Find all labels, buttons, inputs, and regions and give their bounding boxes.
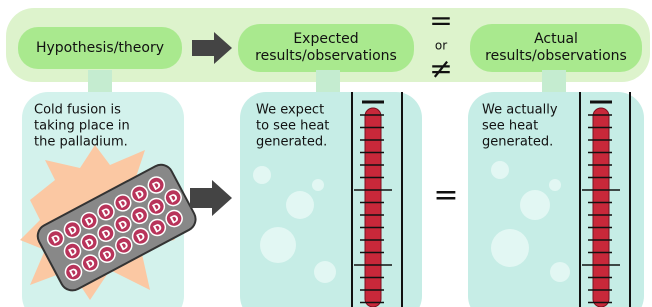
expected-label: results/observations — [255, 48, 397, 64]
connector — [88, 70, 112, 94]
bubble — [491, 161, 509, 179]
actual-label: results/observations — [485, 48, 627, 64]
bubble — [312, 179, 324, 191]
actual-text: generated. — [482, 135, 553, 150]
connector — [316, 70, 340, 94]
diagram: Hypothesis/theory Expected results/obser… — [0, 0, 652, 307]
bubble — [260, 227, 296, 263]
bubble — [491, 229, 529, 267]
or-label: or — [435, 39, 447, 53]
hypothesis-label: Hypothesis/theory — [36, 40, 164, 56]
hypothesis-text: taking place in — [34, 119, 130, 134]
connector — [542, 70, 566, 94]
expected-text: to see heat — [256, 119, 329, 134]
actual-text: see heat — [482, 119, 538, 134]
bubble — [550, 262, 570, 282]
bubble — [549, 179, 561, 191]
not-equal-sign: ≠ — [429, 52, 452, 85]
expected-text: generated. — [256, 135, 327, 150]
expected-label: Expected — [293, 31, 358, 47]
bubble — [314, 261, 336, 283]
bubble — [286, 191, 314, 219]
bubble — [520, 190, 550, 220]
equal-sign: = — [429, 4, 452, 37]
bubble — [253, 166, 271, 184]
actual-label: Actual — [534, 31, 578, 47]
hypothesis-text: the palladium. — [34, 135, 128, 150]
actual-text: We actually — [482, 103, 558, 118]
equal-sign: = — [433, 178, 458, 213]
arrow — [190, 180, 232, 216]
hypothesis-text: Cold fusion is — [34, 103, 121, 118]
expected-text: We expect — [256, 103, 324, 118]
